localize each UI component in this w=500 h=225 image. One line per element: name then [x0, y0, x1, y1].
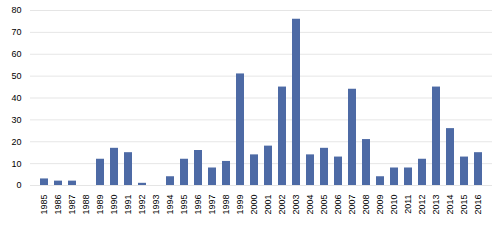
svg-text:2000: 2000 — [249, 195, 259, 215]
svg-text:2007: 2007 — [347, 195, 357, 215]
svg-text:10: 10 — [11, 159, 21, 169]
svg-text:2004: 2004 — [305, 195, 315, 215]
svg-text:2006: 2006 — [333, 195, 343, 215]
svg-text:2010: 2010 — [389, 195, 399, 215]
svg-text:50: 50 — [11, 71, 21, 81]
svg-text:1990: 1990 — [109, 195, 119, 215]
svg-text:2008: 2008 — [361, 195, 371, 215]
svg-text:1998: 1998 — [221, 195, 231, 215]
svg-text:1999: 1999 — [235, 195, 245, 215]
svg-text:1997: 1997 — [207, 195, 217, 215]
svg-text:2011: 2011 — [403, 195, 413, 214]
svg-text:1992: 1992 — [137, 195, 147, 215]
svg-text:1985: 1985 — [39, 195, 49, 215]
svg-text:2016: 2016 — [473, 195, 483, 215]
svg-text:1994: 1994 — [165, 195, 175, 215]
svg-text:2003: 2003 — [291, 195, 301, 215]
svg-text:20: 20 — [11, 137, 21, 147]
svg-text:30: 30 — [11, 115, 21, 125]
svg-text:1989: 1989 — [95, 195, 105, 215]
svg-text:2015: 2015 — [459, 195, 469, 215]
svg-text:2001: 2001 — [263, 195, 273, 215]
svg-text:40: 40 — [11, 93, 21, 103]
svg-text:1995: 1995 — [179, 195, 189, 215]
svg-text:0: 0 — [16, 180, 21, 190]
svg-text:2013: 2013 — [431, 195, 441, 215]
svg-text:2009: 2009 — [375, 195, 385, 215]
svg-text:2002: 2002 — [277, 195, 287, 215]
svg-text:1996: 1996 — [193, 195, 203, 215]
svg-text:1991: 1991 — [123, 195, 133, 215]
svg-text:1987: 1987 — [67, 195, 77, 215]
svg-text:60: 60 — [11, 49, 21, 59]
svg-text:2005: 2005 — [319, 195, 329, 215]
svg-text:2014: 2014 — [445, 195, 455, 215]
svg-text:1986: 1986 — [53, 195, 63, 215]
svg-text:2012: 2012 — [417, 195, 427, 215]
svg-text:1988: 1988 — [81, 195, 91, 215]
svg-text:80: 80 — [11, 5, 21, 15]
svg-text:70: 70 — [11, 27, 21, 37]
svg-text:1993: 1993 — [151, 195, 161, 215]
